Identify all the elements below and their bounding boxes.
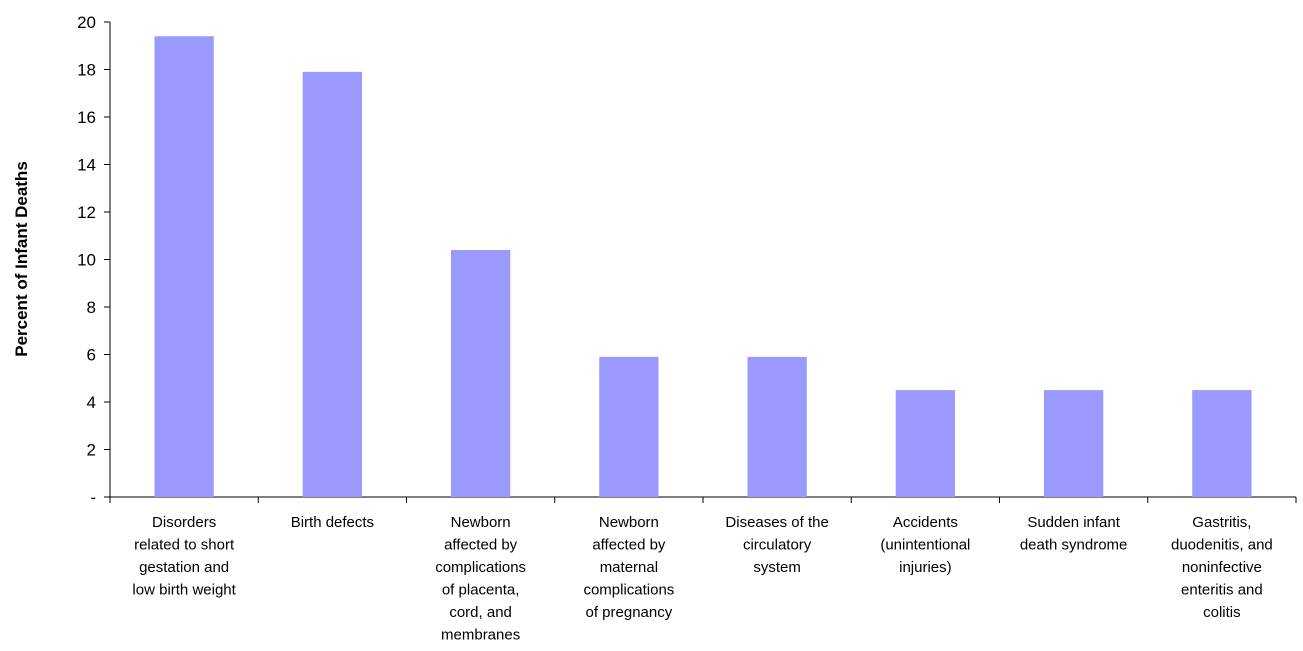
- y-ticks: - 2 4 6 8 10 12 14 16 18 20: [77, 13, 110, 507]
- x-tick-labels: Disorders related to short gestation and lo…: [132, 514, 1272, 644]
- y-tick-label: 20: [77, 13, 96, 32]
- bar: [154, 36, 214, 497]
- y-tick-label: 6: [87, 346, 96, 365]
- y-tick-label: 4: [87, 393, 96, 412]
- bar: [599, 356, 659, 497]
- x-tick-label: Newborn affected by complications of placen…: [435, 514, 526, 644]
- y-tick-label: 14: [77, 156, 96, 175]
- x-tick-label: Birth defects: [291, 514, 374, 531]
- y-tick-label: 2: [87, 441, 96, 460]
- x-tick-label: Sudden infant death syndrome: [1020, 514, 1128, 554]
- y-axis-title: Percent of Infant Deaths: [12, 161, 31, 357]
- y-tick-label: 16: [77, 108, 96, 127]
- bar: [747, 356, 807, 497]
- bars: [154, 36, 1252, 497]
- y-tick-label: 18: [77, 61, 96, 80]
- x-tick-label: Diseases of the circulatory system: [725, 514, 828, 576]
- axes: [109, 22, 1297, 503]
- y-tick-label: 8: [87, 298, 96, 317]
- bar: [302, 71, 363, 497]
- bar: [895, 390, 956, 497]
- y-tick-label: -: [90, 488, 96, 507]
- bar: [1192, 390, 1252, 497]
- bar: [1043, 390, 1104, 497]
- y-tick-label: 10: [77, 251, 96, 270]
- x-tick-label: Disorders related to short gestation and lo…: [132, 514, 236, 599]
- y-tick-label: 12: [77, 203, 96, 222]
- x-tick-label: Gastritis, duodenitis, and noninfective ent…: [1171, 514, 1273, 621]
- bar: [450, 250, 511, 497]
- x-tick-label: Newborn affected by maternal complications o…: [583, 514, 674, 621]
- x-tick-label: Accidents (unintentional injuries): [880, 514, 970, 576]
